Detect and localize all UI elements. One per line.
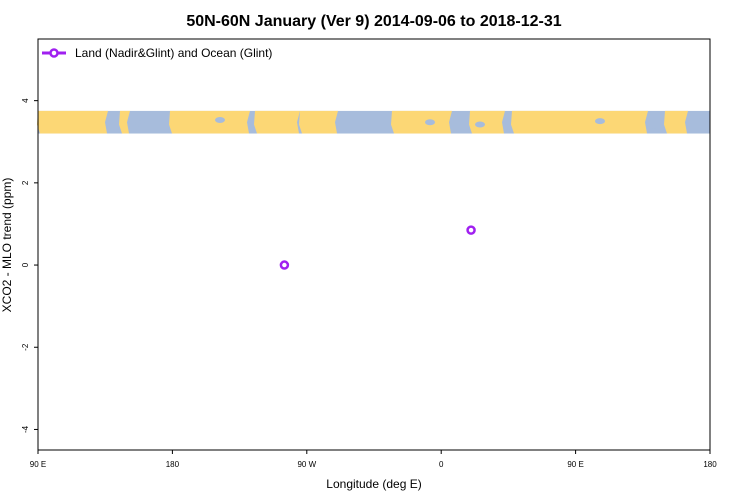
map-land [299,110,338,134]
x-axis-label: Longitude (deg E) [326,477,421,491]
map-land [469,110,505,134]
x-tick-label: 90 E [30,460,46,469]
map-water [650,122,660,129]
y-tick-label: 2 [21,180,30,185]
map-land [169,110,250,134]
map-water [345,123,355,130]
legend-entry: Land (Nadir&Glint) and Ocean (Glint) [75,46,272,60]
x-tick-label: 90 E [567,460,583,469]
map-water [215,116,225,123]
map-water [135,120,145,127]
y-tick-label: -4 [21,425,30,433]
y-tick-label: 0 [21,262,30,267]
map-water [425,119,435,126]
map-water [595,118,605,125]
legend: Land (Nadir&Glint) and Ocean (Glint) [42,46,272,60]
x-tick-label: 90 W [297,460,316,469]
y-axis-label: XCO2 - MLO trend (ppm) [0,178,14,313]
map-land [664,110,688,134]
world-map-strip [37,110,710,134]
y-axis: -4 -2 0 2 4 [21,98,38,433]
data-point [466,225,476,235]
x-tick-label: 180 [703,460,717,469]
map-land [391,110,452,134]
x-axis: 90 E 180 90 W 0 90 E 180 [30,450,717,469]
x-tick-label: 0 [439,460,444,469]
map-land [511,110,648,134]
map-water [475,121,485,128]
data-points [279,225,476,270]
plot-frame [37,38,711,451]
legend-marker [49,48,59,58]
chart-title: 50N-60N January (Ver 9) 2014-09-06 to 20… [186,13,561,30]
map-land [254,110,300,134]
map-land [119,110,130,134]
map-land [37,110,108,134]
data-point [279,260,290,270]
x-tick-label: 180 [166,460,180,469]
y-tick-label: -2 [21,343,30,351]
y-tick-label: 4 [21,98,30,103]
